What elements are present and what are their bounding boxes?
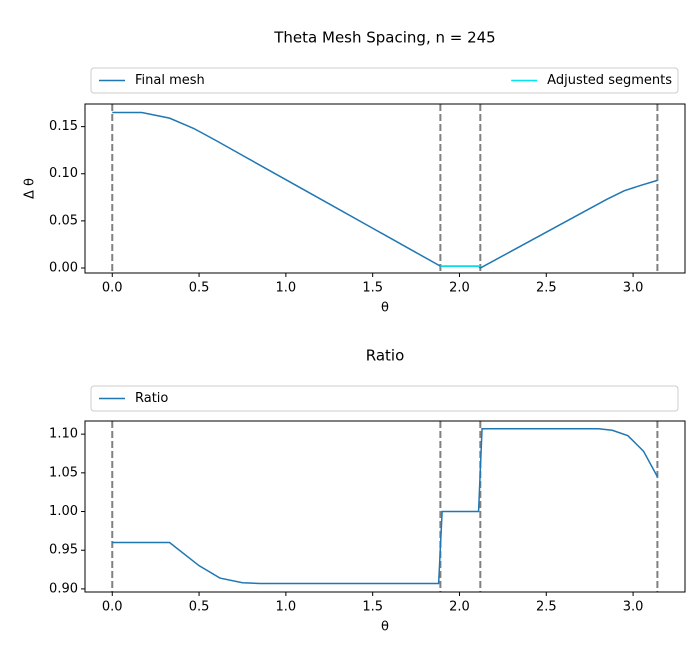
x-tick-label: 1.5: [362, 600, 383, 615]
x-tick-label: 3.0: [623, 281, 644, 296]
y-tick-label: 0.05: [49, 213, 78, 228]
x-tick-label: 1.5: [362, 281, 383, 296]
x-axis-label: θ: [381, 301, 389, 316]
x-tick-label: 2.5: [536, 281, 557, 296]
y-tick-label: 0.90: [49, 581, 78, 596]
legend-label: Adjusted segments: [547, 73, 672, 88]
x-tick-label: 1.0: [276, 281, 297, 296]
x-tick-label: 1.0: [276, 600, 297, 615]
chart-title: Ratio: [366, 347, 405, 365]
x-axis-label: θ: [381, 620, 389, 635]
y-tick-label: 0.10: [49, 166, 78, 181]
x-tick-label: 0.0: [102, 281, 123, 296]
x-tick-label: 2.0: [449, 600, 470, 615]
y-tick-label: 0.15: [49, 119, 78, 134]
x-tick-label: 0.5: [189, 281, 210, 296]
legend-box: [90, 67, 679, 94]
y-tick-label: 0.00: [49, 261, 78, 276]
legend-label: Ratio: [135, 391, 168, 406]
x-tick-label: 0.0: [102, 600, 123, 615]
y-tick-label: 0.95: [49, 543, 78, 558]
x-tick-label: 0.5: [189, 600, 210, 615]
y-tick-label: 1.05: [49, 465, 78, 480]
y-tick-label: 1.10: [49, 427, 78, 442]
data-line: [112, 111, 658, 269]
chart-title: Theta Mesh Spacing, n = 245: [273, 29, 495, 47]
y-tick-label: 1.00: [49, 504, 78, 519]
x-tick-label: 2.5: [536, 600, 557, 615]
legend-box: [90, 385, 679, 412]
x-tick-label: 3.0: [623, 600, 644, 615]
x-tick-label: 2.0: [449, 281, 470, 296]
legend-label: Final mesh: [135, 73, 205, 88]
y-axis-label: Δ θ: [23, 178, 38, 199]
plot-frame: [84, 420, 686, 593]
data-line: [112, 427, 659, 585]
plot-frame: [84, 103, 686, 274]
